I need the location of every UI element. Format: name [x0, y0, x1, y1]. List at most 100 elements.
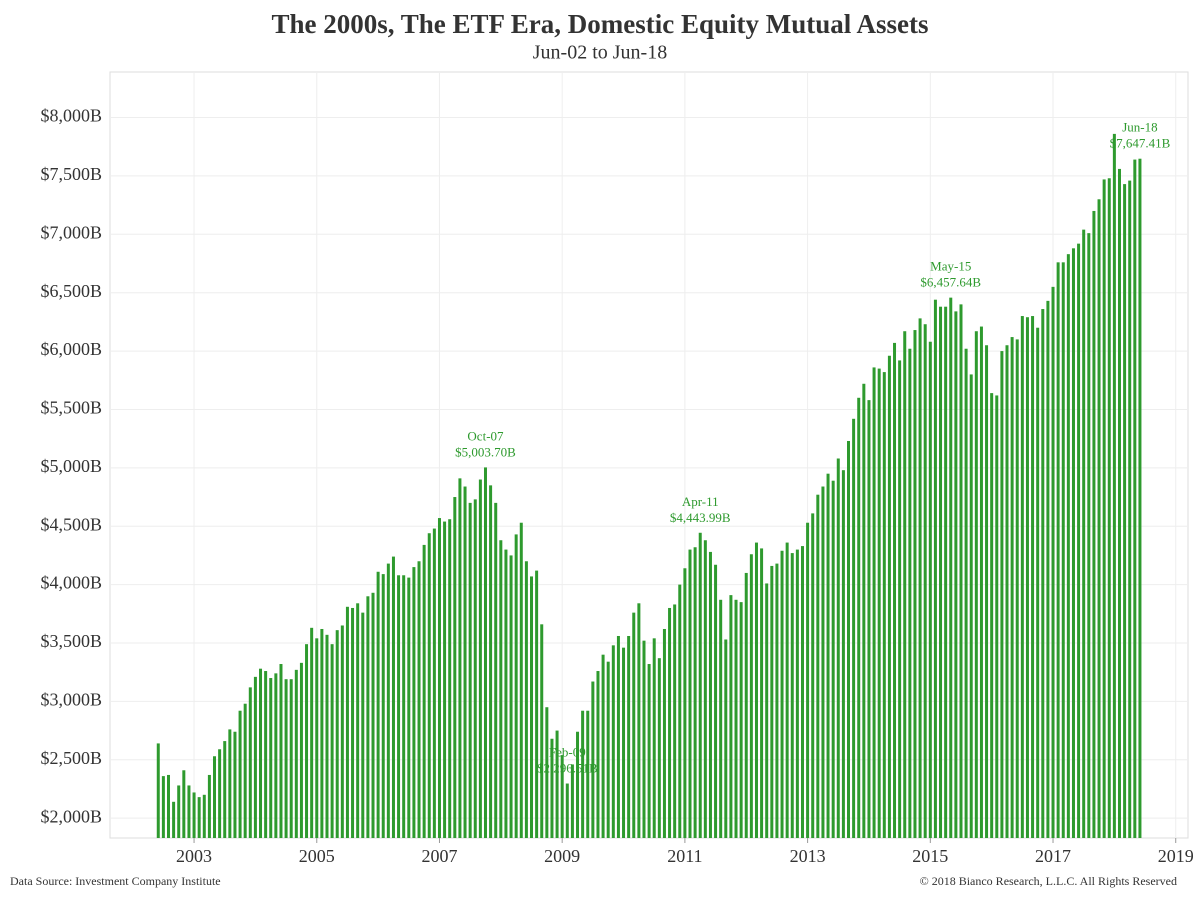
bar [1077, 243, 1081, 838]
bar [749, 554, 753, 838]
bar [1041, 309, 1045, 838]
bar [800, 546, 804, 838]
bar [872, 367, 876, 838]
bar [1133, 159, 1137, 838]
bar [356, 603, 360, 838]
bar [1020, 316, 1024, 838]
bar [448, 519, 452, 838]
bar [397, 575, 401, 838]
bar [581, 710, 585, 838]
bar [550, 738, 554, 838]
bar [443, 521, 447, 838]
bar [284, 679, 288, 838]
y-tick-label: $7,000B [40, 222, 102, 242]
y-tick-label: $3,000B [40, 690, 102, 710]
bar [274, 673, 278, 838]
bar [683, 568, 687, 838]
bar [811, 513, 815, 838]
bar [933, 299, 937, 838]
annotation-value: $7,647.41B [1110, 136, 1171, 151]
bar [1087, 233, 1091, 838]
x-tick-label: 2003 [176, 846, 212, 866]
x-tick-label: 2013 [790, 846, 826, 866]
bar [1015, 339, 1019, 838]
bar [1046, 300, 1050, 838]
bar [862, 383, 866, 838]
bar [315, 638, 319, 838]
bar [483, 467, 487, 838]
bar [898, 360, 902, 838]
bar [770, 565, 774, 838]
x-tick-label: 2015 [912, 846, 948, 866]
y-tick-label: $5,000B [40, 456, 102, 476]
bar [161, 776, 165, 838]
bar [714, 564, 718, 838]
bar [719, 599, 723, 838]
y-tick-label: $7,500B [40, 164, 102, 184]
bar [601, 654, 605, 838]
bar [540, 624, 544, 838]
bar [698, 532, 702, 838]
bar [264, 671, 268, 838]
bar [708, 551, 712, 838]
bar [744, 572, 748, 838]
bar [412, 567, 416, 838]
bar [468, 502, 472, 838]
bar [269, 678, 273, 838]
bar [473, 499, 477, 838]
bar [432, 528, 436, 838]
annotation-date: Feb-09 [549, 745, 586, 760]
bar [969, 374, 973, 838]
bar [606, 661, 610, 838]
bar [519, 522, 523, 838]
y-tick-label: $5,500B [40, 398, 102, 418]
bar [402, 575, 406, 838]
bar [197, 797, 201, 838]
bar [305, 644, 309, 838]
bar [1036, 327, 1040, 838]
bar [228, 729, 232, 838]
chart-subtitle: Jun-02 to Jun-18 [533, 42, 667, 64]
bar [1112, 133, 1116, 838]
copyright-note: © 2018 Bianco Research, L.L.C. All Right… [920, 874, 1177, 888]
bar [1107, 178, 1111, 838]
y-tick-label: $8,000B [40, 106, 102, 126]
bar [657, 658, 661, 838]
bar [248, 687, 252, 838]
bar [361, 612, 365, 838]
bar [949, 297, 953, 838]
bar [213, 756, 217, 838]
bar [535, 570, 539, 838]
annotation-date: Oct-07 [467, 428, 504, 443]
bar [330, 644, 334, 838]
bar [918, 318, 922, 838]
bar [908, 348, 912, 838]
bar [177, 785, 181, 838]
bar [223, 741, 227, 838]
bar [928, 341, 932, 838]
bar [765, 583, 769, 838]
bar [903, 331, 907, 838]
bar [693, 547, 697, 838]
bar [662, 628, 666, 838]
bar [422, 544, 426, 838]
y-tick-label: $4,500B [40, 514, 102, 534]
bar [376, 571, 380, 838]
bar [611, 645, 615, 838]
bar [1092, 210, 1096, 838]
bar [1128, 180, 1132, 839]
y-tick-label: $6,000B [40, 339, 102, 359]
x-tick-label: 2009 [544, 846, 580, 866]
bar [576, 731, 580, 838]
bar [437, 518, 441, 838]
x-tick-label: 2017 [1035, 846, 1071, 866]
bar [1102, 179, 1106, 839]
bar [238, 710, 242, 838]
bar [795, 549, 799, 838]
x-tick-label: 2007 [421, 846, 457, 866]
bar [1010, 337, 1014, 838]
bar [1061, 262, 1065, 839]
bar [182, 770, 186, 838]
bar [1071, 248, 1075, 838]
x-tick-label: 2019 [1158, 846, 1194, 866]
